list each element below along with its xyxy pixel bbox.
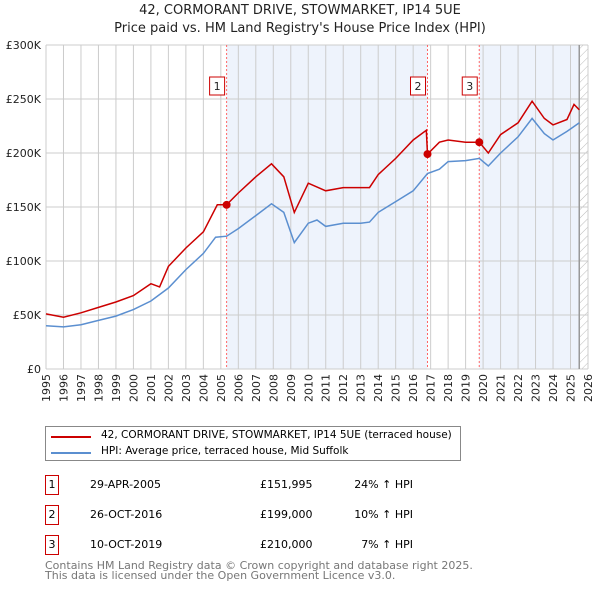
x-tick-label: 2007 (250, 374, 263, 402)
x-tick-label: 1999 (110, 374, 123, 402)
x-tick-label: 2022 (512, 374, 525, 402)
x-tick-label: 2005 (215, 374, 228, 402)
y-tick-label: £250K (6, 93, 42, 106)
sale-label-box (461, 76, 478, 96)
table-row: 2 26-OCT-2016 £199,000 10% ↑ HPI (45, 505, 445, 525)
price-chart: 1995 1996 1997 1998 1999 2000 2001 2002 2003 2004… (6, 39, 595, 402)
x-tick-label: 2010 (302, 374, 315, 402)
sale-date: 10-OCT-2019 (90, 538, 163, 551)
sale-price: £151,995 (260, 478, 313, 491)
footer-licence: This data is licensed under the Open Gov… (45, 569, 396, 582)
y-tick-label: £0 (27, 363, 41, 376)
x-tick-label: 2001 (145, 374, 158, 402)
legend-label: 42, CORMORANT DRIVE, STOWMARKET, IP14 5U… (101, 429, 452, 441)
chart-title: 42, CORMORANT DRIVE, STOWMARKET, IP14 5U… (139, 3, 461, 18)
sale-hpi-diff: 7% ↑ HPI (361, 538, 413, 551)
y-tick-label: £300K (6, 39, 42, 52)
sale-number-badge: 3 (45, 535, 59, 555)
x-tick-label: 2008 (267, 374, 280, 402)
chart-subtitle: Price paid vs. HM Land Registry's House … (114, 21, 486, 36)
x-tick-label: 2014 (372, 374, 385, 402)
x-tick-label: 2011 (320, 374, 333, 402)
x-tick-label: 2003 (180, 374, 193, 402)
footer-copyright: Contains HM Land Registry data © Crown c… (45, 559, 473, 572)
series-line (45, 99, 580, 318)
y-tick-label: £150K (6, 201, 42, 214)
sale-date: 29-APR-2005 (90, 478, 162, 491)
x-tick-label: 1997 (75, 374, 88, 402)
x-tick-label: 2000 (127, 374, 140, 402)
x-tick-label: 2026 (582, 374, 595, 402)
sale-date: 26-OCT-2016 (90, 508, 163, 521)
sale-number-badge: 1 (45, 475, 59, 495)
footer: Contains HM Land Registry data © Crown c… (45, 559, 473, 582)
sale-label-box (209, 76, 226, 96)
x-tick-label: 2021 (495, 374, 508, 402)
x-tick-label: 2024 (547, 374, 560, 402)
sale-price: £210,000 (260, 538, 313, 551)
x-tick-label: 2009 (285, 374, 298, 402)
y-tick-label: £50K (13, 309, 42, 322)
sale-label: 3 (466, 80, 473, 93)
x-tick-label: 1998 (92, 374, 105, 402)
sale-point (423, 150, 432, 159)
x-tick-label: 1995 (40, 374, 53, 402)
x-tick-label: 2018 (442, 374, 455, 402)
table-row: 1 29-APR-2005 £151,995 24% ↑ HPI (45, 475, 445, 495)
x-tick-label: 2006 (232, 374, 245, 402)
x-tick-label: 2017 (425, 374, 438, 402)
legend-swatch-blue (51, 452, 91, 454)
x-tick-label: 2012 (337, 374, 350, 402)
y-tick-label: £100K (6, 255, 42, 268)
table-row: 3 10-OCT-2019 £210,000 7% ↑ HPI (45, 535, 445, 555)
sale-number-badge: 2 (45, 505, 59, 525)
sale-label: 2 (414, 80, 421, 93)
x-tick-label: 2002 (162, 374, 175, 402)
series-line (45, 117, 580, 328)
y-tick-label: £200K (6, 147, 42, 160)
x-tick-label: 2013 (355, 374, 368, 402)
legend: 42, CORMORANT DRIVE, STOWMARKET, IP14 5U… (45, 426, 461, 461)
x-tick-label: 2023 (530, 374, 543, 402)
sale-point (222, 200, 231, 209)
legend-label: HPI: Average price, terraced house, Mid … (101, 445, 349, 457)
legend-swatch-red (51, 436, 91, 438)
x-tick-label: 2025 (565, 374, 578, 402)
sale-point (475, 138, 484, 147)
sale-label: 1 (214, 80, 221, 93)
sale-hpi-diff: 24% ↑ HPI (354, 478, 413, 491)
sale-price: £199,000 (260, 508, 313, 521)
x-tick-label: 2020 (477, 374, 490, 402)
sale-hpi-diff: 10% ↑ HPI (354, 508, 413, 521)
x-tick-label: 1996 (57, 374, 70, 402)
x-tick-label: 2019 (460, 374, 473, 402)
x-tick-label: 2004 (197, 374, 210, 402)
x-tick-label: 2015 (390, 374, 403, 402)
x-tick-label: 2016 (407, 374, 420, 402)
sale-label-box (409, 76, 426, 96)
